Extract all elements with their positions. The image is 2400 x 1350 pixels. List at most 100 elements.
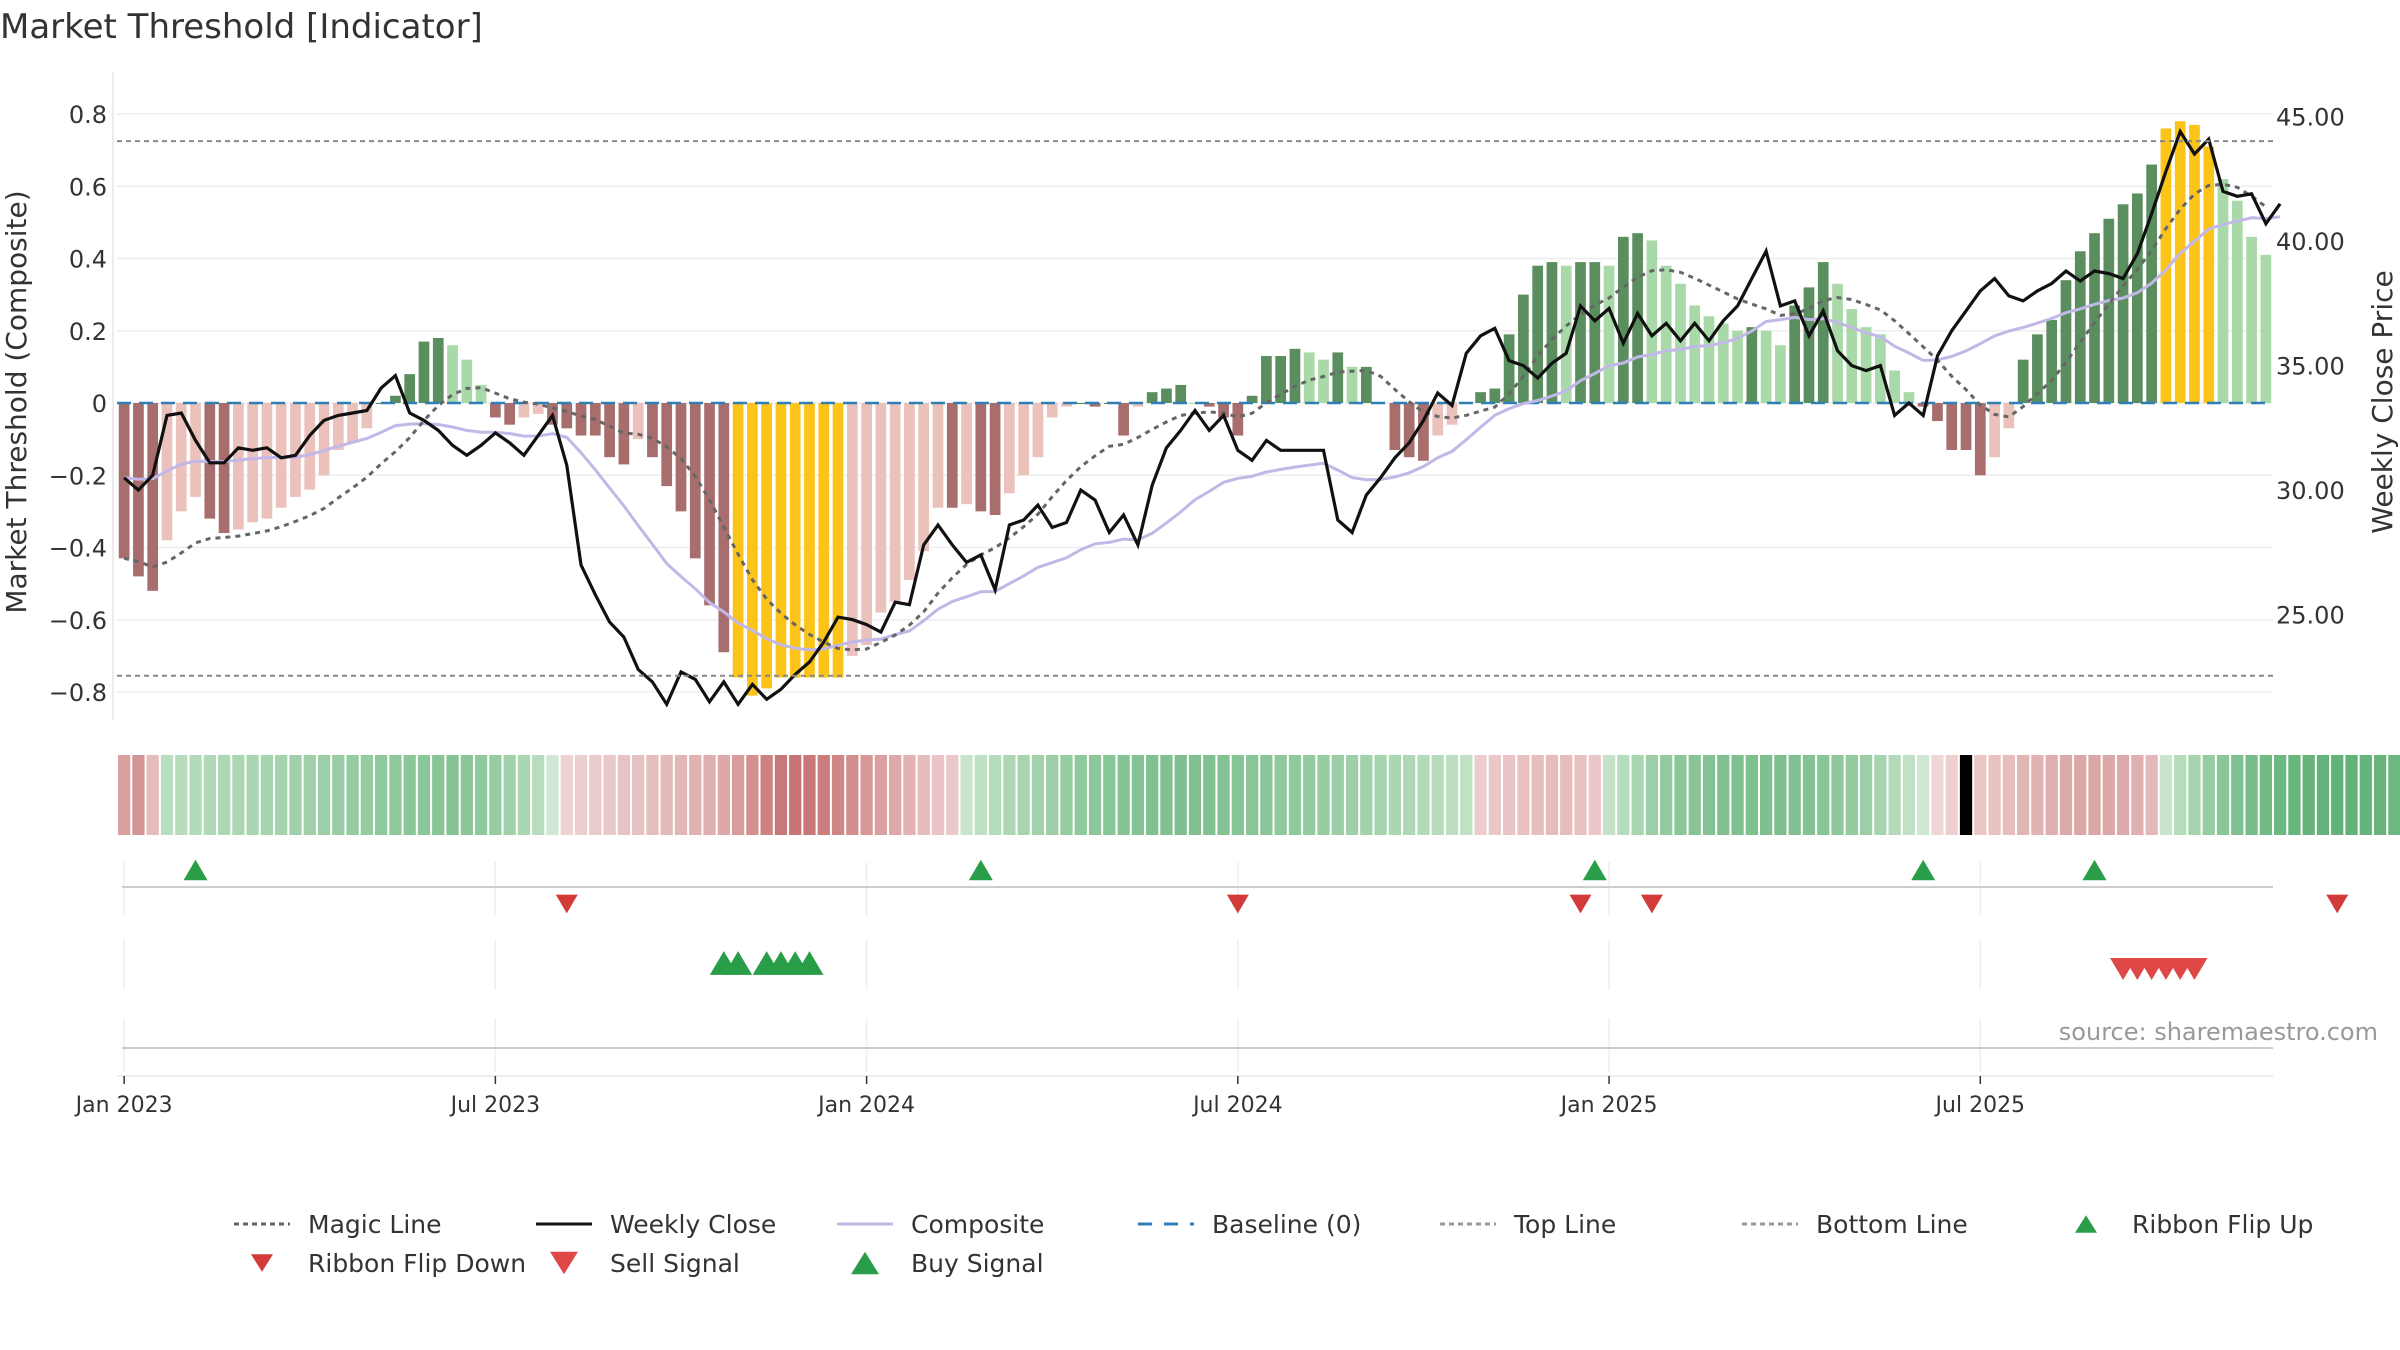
ribbon-cell <box>1959 755 1973 835</box>
composite-bar <box>1175 384 1187 403</box>
composite-bar <box>2189 124 2200 404</box>
ribbon-cell <box>1845 755 1858 835</box>
ribbon-cell <box>2359 755 2372 835</box>
ribbon-flip-up-marker <box>2082 859 2107 881</box>
composite-bar <box>804 403 815 678</box>
x-tick-label: Jul 2023 <box>449 1093 541 1118</box>
composite-bar <box>861 403 872 646</box>
ribbon-cell <box>2159 755 2173 835</box>
y-axis-left-label: Market Threshold (Composite) <box>0 190 33 613</box>
ribbon-cell <box>1203 755 1216 835</box>
x-tick-label: Jan 2024 <box>816 1093 915 1118</box>
composite-bar <box>1646 240 1658 403</box>
ribbon-cell <box>1274 755 1287 835</box>
ribbon-cell <box>1617 755 1630 835</box>
ribbon-cell <box>1174 755 1187 835</box>
ribbon-cell <box>1103 755 1116 835</box>
legend-label: Ribbon Flip Down <box>308 1249 526 1278</box>
composite-bar <box>875 403 887 613</box>
composite-bar <box>1218 403 1229 418</box>
composite-bar <box>675 403 687 512</box>
ribbon-cell <box>2273 755 2287 835</box>
ribbon-cell <box>303 755 316 835</box>
y-tick-right: 25.00 <box>2276 602 2345 630</box>
composite-bar <box>1532 265 1544 403</box>
x-tick-label: Jul 2025 <box>1934 1093 2026 1118</box>
composite-bar <box>1946 403 1958 450</box>
composite-bar <box>1360 366 1372 403</box>
ribbon-cell <box>1888 755 1901 835</box>
ribbon-cell <box>1774 755 1787 835</box>
composite-bar <box>1018 403 1030 476</box>
legend-item: Top Line <box>1440 1210 1616 1239</box>
composite-bar <box>2160 128 2172 403</box>
composite-bar <box>761 403 773 689</box>
ribbon-cell <box>403 755 416 835</box>
composite-bar <box>689 403 701 559</box>
composite-bar <box>1989 403 2000 458</box>
composite-bar <box>2174 121 2186 403</box>
composite-bar <box>1475 392 1486 403</box>
ribbon-cell <box>903 755 916 835</box>
composite-bar <box>661 403 673 487</box>
legend-item: Buy Signal <box>851 1249 1044 1278</box>
ribbon-cell <box>432 755 445 835</box>
weekly-close-line <box>123 127 2282 708</box>
ribbon-cell <box>1117 755 1130 835</box>
legend-label: Top Line <box>1513 1210 1616 1239</box>
ribbon-cell <box>2116 755 2130 835</box>
composite-bar <box>218 403 230 534</box>
composite-bar <box>1332 352 1344 403</box>
composite-bar <box>475 384 487 403</box>
ribbon-cell <box>2016 755 2030 835</box>
ribbon-cell <box>1502 755 1516 835</box>
legend-item: Weekly Close <box>536 1210 776 1239</box>
ribbon-cell <box>517 755 531 835</box>
ribbon-cell <box>1588 755 1601 835</box>
composite-bar <box>1432 403 1444 436</box>
ribbon-cell <box>1360 755 1373 835</box>
composite-bar <box>1232 403 1244 436</box>
composite-bar <box>904 403 915 581</box>
ribbon-cell <box>2188 755 2201 835</box>
composite-bar <box>1789 305 1801 403</box>
ribbon-cell <box>2345 755 2358 835</box>
composite-bar <box>2231 200 2243 403</box>
y-axis-right-label: Weekly Close Price <box>2366 270 2399 533</box>
ribbon-cell <box>1974 755 1987 835</box>
ribbon-cell <box>246 755 259 835</box>
ribbon-cell <box>1460 755 1473 835</box>
ribbon-cell <box>2216 755 2230 835</box>
composite-bar <box>361 403 373 429</box>
composite-bar <box>1817 262 1829 403</box>
legend-item: Composite <box>837 1210 1044 1239</box>
composite-bar <box>1974 403 1986 476</box>
ribbon-cell <box>803 755 816 835</box>
composite-bar <box>1489 388 1501 403</box>
ribbon-cell <box>1674 755 1687 835</box>
composite-bar <box>2103 218 2115 403</box>
ribbon-flip-up-marker <box>1582 859 1607 881</box>
ribbon-cell <box>603 755 616 835</box>
composite-bar <box>2017 359 2029 403</box>
ribbon-cell <box>1331 755 1344 835</box>
ribbon-cell <box>217 755 231 835</box>
composite-bar <box>233 403 244 530</box>
ribbon-cell <box>489 755 502 835</box>
buy-signal-marker <box>724 951 753 975</box>
composite-bar <box>1675 283 1686 403</box>
composite-bar <box>561 403 573 429</box>
composite-bar <box>2089 233 2100 403</box>
ribbon-cell <box>2331 755 2344 835</box>
ribbon-cell <box>417 755 431 835</box>
ribbon-cell <box>2002 755 2015 835</box>
composite-bar <box>1589 262 1601 403</box>
composite-bar <box>604 403 615 458</box>
composite-bar <box>2046 319 2058 403</box>
ribbon-cell <box>2174 755 2187 835</box>
series-lines <box>123 127 2282 708</box>
y-tick-right: 45.00 <box>2276 104 2345 132</box>
ribbon-cell <box>1517 755 1530 835</box>
legend-label: Baseline (0) <box>1212 1210 1361 1239</box>
composite-bar <box>775 403 787 678</box>
